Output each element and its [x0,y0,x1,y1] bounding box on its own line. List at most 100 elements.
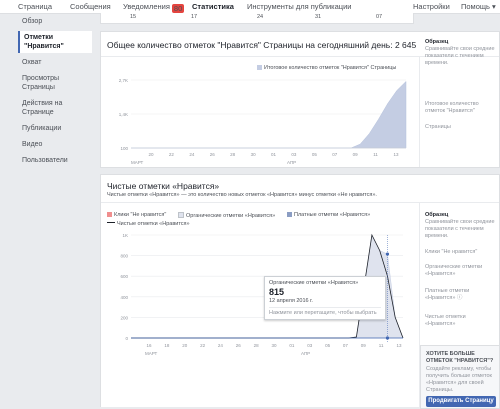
chart-tooltip: Органические отметки «Нравится» 815 12 а… [264,276,386,320]
benchmark-text: Сравнивайте свои средние показатели с те… [425,219,495,239]
legend-organic[interactable]: Органические отметки «Нравится» [178,212,275,219]
x-tick-label: 01 [271,152,277,157]
benchmark-item[interactable]: Клики "Не нравится" [425,249,478,255]
benchmark-item[interactable]: Чистые отметки «Нравится» [425,314,466,327]
x-tick-label: 11 [373,152,378,157]
x-tick-label: 24 [218,343,224,348]
month-label: МАРТ [145,351,158,356]
divider [101,56,499,57]
x-tick-label: 26 [236,343,242,348]
legend-label: Чистые отметки «Нравится» [117,221,190,227]
x-tick-label: 11 [379,343,384,348]
x-tick-label: 05 [312,152,318,157]
x-tick-label: 13 [396,343,402,348]
benchmark-head: Образец [425,39,449,45]
x-tick-label: 26 [210,152,216,157]
x-tick-label: 28 [254,343,260,348]
x-tick-label: 28 [230,152,236,157]
insights-sidebar: Обзор Отметки "Нравится" Охват Просмотры… [18,15,92,167]
sidebar-item-people[interactable]: Пользователи [22,157,68,164]
legend-net[interactable]: Чистые отметки «Нравится» [107,221,190,227]
benchmark-item[interactable]: Платные отметки «Нравится» ⓘ [425,288,470,301]
legend-swatch [107,222,115,223]
strip-date: 07 [376,14,383,20]
benchmark-text: Сравнивайте свои средние показатели с те… [425,46,495,66]
y-tick-label: 400 [120,295,128,300]
sidebar-item-videos[interactable]: Видео [22,141,43,148]
x-tick-label: 03 [307,343,313,348]
benchmark-head: Образец [425,212,449,218]
y-tick-label: 1,4K [119,112,128,117]
x-tick-label: 18 [164,343,170,348]
x-tick-label: 09 [361,343,367,348]
sidebar-item-page-views[interactable]: Просмотры Страницы [22,75,59,91]
top-navigation: Страница Сообщения Уведомления 80 Статист… [0,0,500,14]
y-tick-label: 0 [125,336,128,341]
sidebar-item-actions[interactable]: Действия на Странице [22,100,63,116]
x-tick-label: 30 [251,152,257,157]
x-tick-label: 07 [343,343,349,348]
benchmark-item[interactable]: Органические отметки «Нравится» [425,264,483,277]
sidebar-item-overview[interactable]: Обзор [22,18,43,25]
nav-messages[interactable]: Сообщения [70,2,111,11]
strip-date: 17 [191,14,198,20]
legend-swatch [107,212,112,217]
legend-label: Платные отметки «Нравится» [294,212,371,218]
x-tick-label: 01 [289,343,295,348]
net-likes-title: Чистые отметки «Нравится» [107,181,220,191]
x-tick-label: 05 [325,343,331,348]
promote-page-button[interactable]: Продвигать Страницу [426,396,496,407]
tooltip-hint: Нажмите или перетащите, чтобы выбрать [269,307,381,316]
divider [101,202,499,203]
total-likes-chart[interactable]: 2,7K 1,4K 100 20 22 24 26 28 30 01 03 05 07 09 11 13 МАР… [101,32,421,167]
nav-page[interactable]: Страница [18,2,52,11]
nav-notifications[interactable]: Уведомления 80 [123,2,185,13]
x-tick-label: 13 [393,152,399,157]
total-likes-panel: Общее количество отметок "Нравится" Стра… [100,31,500,168]
previous-chart-strip: 15 17 24 31 07 [100,13,414,24]
x-tick-label: 20 [148,152,154,157]
legend-swatch [287,212,292,217]
nav-insights[interactable]: Статистика [192,2,234,11]
promo-title: ХОТИТЕ БОЛЬШЕ ОТМЕТОК "НРАВИТСЯ"? [426,351,494,364]
legend-swatch [178,212,184,218]
y-tick-label: 2,7K [119,78,128,83]
notifications-badge: 80 [171,4,185,13]
total-likes-title: Общее количество отметок "Нравится" Стра… [107,40,417,50]
x-tick-label: 22 [169,152,175,157]
x-tick-label: 09 [353,152,359,157]
benchmark-metric[interactable]: Итоговое количество отметок "Нравится" [425,101,479,114]
legend-total-likes[interactable]: Итоговое количество отметок "Нравится" С… [257,65,396,71]
y-tick-label: 100 [120,146,128,151]
month-label: АПР [287,160,296,165]
tooltip-label: Органические отметки «Нравится» [269,280,359,286]
nav-settings[interactable]: Настройки [413,2,450,11]
sidebar-item-posts[interactable]: Публикации [22,125,62,132]
month-label: АПР [301,351,310,356]
net-likes-panel: Чистые отметки «Нравится» Чистые отметки… [100,174,500,407]
promo-text: Создайте рекламу, чтобы получить больше … [426,366,492,393]
legend-label: Клики "Не нравится" [114,212,167,218]
data-point [385,252,390,256]
x-tick-label: 24 [189,152,195,157]
legend-paid[interactable]: Платные отметки «Нравится» [287,212,370,218]
month-label: МАРТ [131,160,144,165]
sidebar-item-likes[interactable]: Отметки "Нравится" [18,31,92,53]
divider [419,56,420,167]
net-likes-subtitle: Чистые отметки «Нравится» — это количест… [107,192,377,198]
divider [419,202,420,407]
legend-swatch [257,65,262,70]
nav-publishing-tools[interactable]: Инструменты для публикации [247,2,352,11]
legend-unlikes[interactable]: Клики "Не нравится" [107,212,166,218]
y-tick-label: 1K [122,233,128,238]
legend-label: Итоговое количество отметок "Нравится" С… [264,65,397,71]
legend-label: Органические отметки «Нравится» [186,213,276,219]
sidebar-item-reach[interactable]: Охват [22,59,42,66]
y-tick-label: 200 [120,315,128,320]
strip-date: 31 [315,14,322,20]
tooltip-date: 12 апреля 2016 г. [269,298,313,304]
x-tick-label: 22 [200,343,206,348]
x-tick-label: 20 [182,343,188,348]
benchmark-unit: Страницы [425,124,451,130]
nav-help[interactable]: Помощь ▾ [461,2,496,11]
